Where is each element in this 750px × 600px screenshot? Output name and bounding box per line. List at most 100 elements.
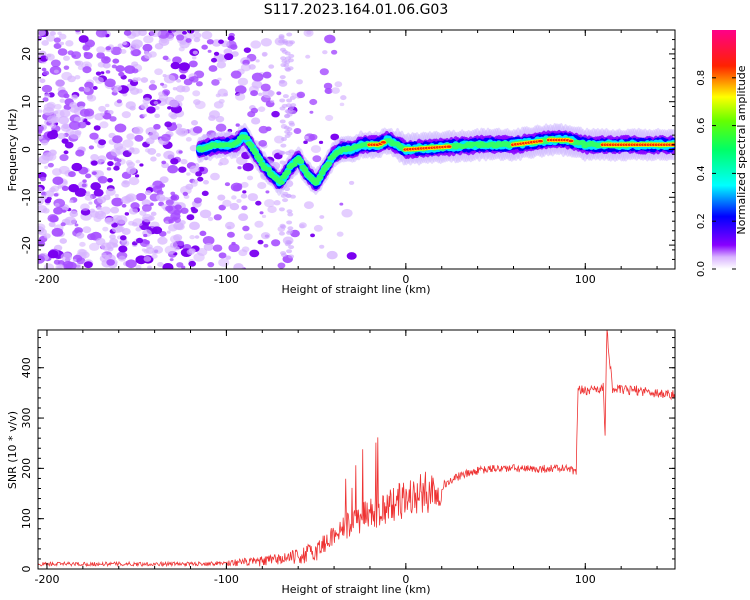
- noise-blob: [260, 37, 272, 47]
- noise-stripe: [287, 212, 294, 217]
- ridge-blob: [264, 167, 272, 172]
- noise-blob: [57, 185, 63, 189]
- noise-blob: [334, 81, 343, 88]
- noise-blob: [189, 234, 195, 240]
- noise-blob: [251, 72, 264, 82]
- noise-blob: [59, 41, 65, 46]
- noise-blob: [318, 140, 324, 144]
- noise-blob: [258, 140, 268, 147]
- spectrogram-ytick-label: 10: [20, 95, 33, 109]
- noise-blob: [83, 261, 93, 269]
- noise-blob: [134, 174, 140, 178]
- noise-blob: [190, 76, 199, 83]
- spectrogram-ytick-label: 20: [20, 47, 33, 61]
- noise-blob: [188, 260, 196, 267]
- noise-blob: [38, 30, 46, 37]
- colorbar-tick-label: 0.8: [696, 70, 707, 86]
- snr-xtick-label: -200: [34, 573, 59, 586]
- noise-blob: [142, 113, 147, 118]
- spectrogram-image: [38, 30, 675, 269]
- noise-blob: [330, 133, 340, 141]
- noise-blob: [231, 51, 239, 57]
- noise-blob: [265, 190, 270, 194]
- noise-blob: [101, 56, 111, 64]
- ridge-blob: [290, 162, 298, 167]
- noise-blob: [115, 215, 128, 225]
- noise-blob: [265, 126, 272, 132]
- noise-blob: [105, 188, 116, 196]
- noise-blob: [94, 76, 104, 84]
- noise-blob: [105, 70, 111, 74]
- noise-blob: [211, 79, 220, 86]
- ridge-peak: [380, 141, 386, 144]
- ridge-blob: [256, 157, 264, 163]
- noise-blob: [112, 88, 119, 93]
- noise-blob: [102, 62, 111, 69]
- noise-blob: [79, 108, 91, 117]
- noise-blob: [163, 74, 176, 84]
- noise-blob: [241, 205, 248, 211]
- colorbar-tick-label: 0.6: [696, 118, 707, 134]
- noise-stripe: [288, 254, 295, 259]
- noise-blob: [207, 261, 215, 268]
- noise-stripe: [278, 34, 285, 39]
- noise-stripe: [285, 193, 292, 198]
- noise-blob: [176, 34, 185, 41]
- noise-blob: [49, 31, 56, 36]
- noise-blob: [42, 106, 55, 116]
- noise-blob: [116, 99, 122, 104]
- noise-blob: [177, 240, 185, 246]
- ridge-blob: [251, 150, 259, 155]
- noise-blob: [53, 193, 59, 197]
- noise-stripe: [279, 79, 286, 84]
- noise-blob: [193, 37, 201, 43]
- noise-blob: [156, 189, 164, 196]
- noise-blob: [271, 239, 281, 247]
- noise-blob: [51, 227, 64, 237]
- noise-blob: [240, 63, 251, 72]
- noise-blob: [84, 81, 94, 89]
- noise-blob: [267, 205, 277, 214]
- noise-stripe: [278, 231, 285, 236]
- figure-title: S117.2023.164.01.06.G03: [264, 2, 449, 18]
- noise-blob: [210, 172, 220, 181]
- noise-blob: [339, 102, 345, 107]
- noise-blob: [62, 209, 67, 213]
- noise-blob: [86, 94, 97, 102]
- noise-blob: [233, 263, 244, 269]
- noise-blob: [261, 214, 267, 218]
- noise-blob: [130, 202, 140, 210]
- noise-blob: [126, 133, 135, 140]
- noise-blob: [125, 193, 137, 202]
- noise-blob: [250, 40, 262, 49]
- noise-blob: [118, 245, 128, 253]
- noise-blob: [197, 166, 205, 172]
- noise-blob: [199, 209, 212, 219]
- noise-blob: [168, 111, 176, 118]
- noise-blob: [78, 249, 88, 257]
- noise-blob: [74, 74, 81, 80]
- noise-blob: [163, 196, 169, 201]
- noise-blob: [150, 211, 157, 217]
- noise-blob: [43, 233, 51, 239]
- noise-blob: [111, 64, 117, 69]
- noise-blob: [131, 49, 142, 57]
- noise-blob: [93, 215, 102, 223]
- noise-blob: [193, 99, 201, 105]
- ridge-blob: [297, 159, 305, 165]
- noise-blob: [143, 233, 148, 238]
- noise-blob: [112, 135, 123, 144]
- noise-blob: [126, 166, 137, 175]
- noise-blob: [167, 106, 172, 110]
- noise-blob: [152, 245, 164, 254]
- noise-stripe: [288, 245, 295, 250]
- noise-blob: [160, 38, 168, 44]
- noise-blob: [230, 70, 242, 79]
- noise-blob: [41, 139, 49, 146]
- noise-blob: [82, 226, 92, 234]
- noise-blob: [170, 30, 177, 33]
- noise-blob: [163, 150, 175, 160]
- noise-blob: [164, 245, 177, 255]
- noise-blob: [207, 49, 212, 53]
- noise-blob: [59, 238, 68, 244]
